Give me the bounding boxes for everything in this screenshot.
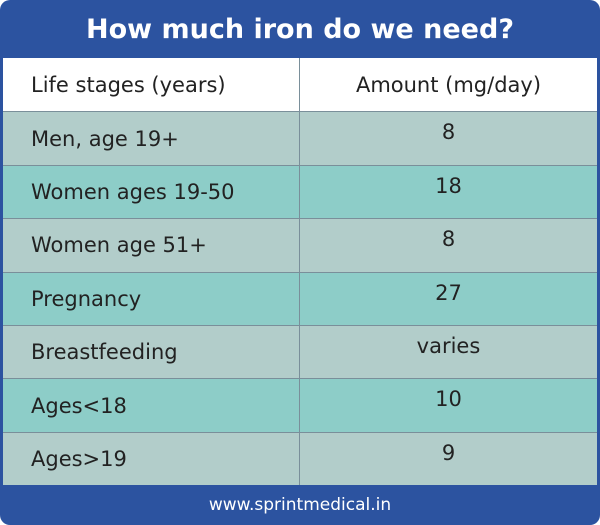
stage-cell: Ages<18	[3, 379, 300, 432]
amount-cell: varies	[416, 333, 481, 358]
stage-cell: Women age 51+	[3, 219, 300, 272]
table-row: Ages<18 10	[3, 378, 597, 432]
amount-cell: 10	[435, 387, 462, 412]
amount-cell: 8	[441, 120, 456, 145]
table-row: Women age 51+ 8	[3, 218, 597, 272]
column-header: Amount (mg/day)	[355, 72, 542, 97]
table: Life stages (years) Amount (mg/day) Men, a…	[3, 58, 597, 486]
amount-cell: 27	[435, 280, 462, 305]
stage-cell: Pregnancy	[3, 272, 300, 325]
table-row: Breastfeeding varies	[3, 324, 597, 379]
table-row: Women ages 19-50 18	[3, 164, 597, 219]
stage-cell: Women ages 19-50	[3, 165, 300, 219]
stage-cell: Breastfeeding	[3, 325, 300, 379]
table-row: Men, age 19+ 8	[3, 111, 597, 165]
amount-cell: 9	[441, 440, 456, 465]
stage-cell: Men, age 19+	[3, 112, 300, 165]
amount-cell: 8	[441, 227, 456, 252]
title: How much iron do we need?	[86, 13, 514, 45]
table-row: Ages>19 9	[3, 431, 597, 486]
header-row: Life stages (years) Amount (mg/day)	[3, 58, 597, 112]
amount-cell: 18	[435, 173, 462, 198]
footer-url: www.sprintmedical.in	[208, 495, 392, 516]
stage-cell: Ages>19	[3, 432, 300, 486]
table-row: Pregnancy 27	[3, 271, 597, 325]
column-header: Life stages (years)	[3, 58, 300, 112]
